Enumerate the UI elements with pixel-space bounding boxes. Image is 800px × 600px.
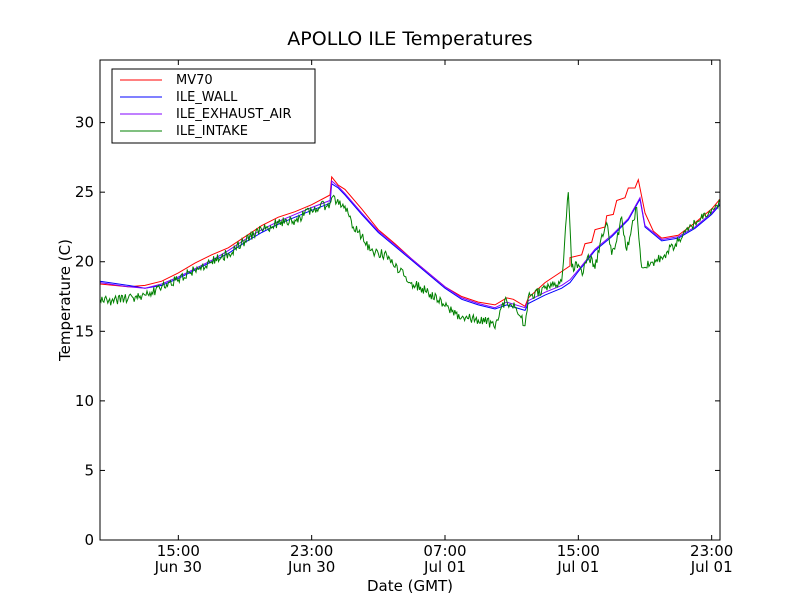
x-tick-time-label: 07:00 — [423, 542, 466, 560]
x-tick-time-label: 15:00 — [557, 542, 600, 560]
series-line-ile-exhaust-air — [100, 179, 720, 309]
x-tick-date-label: Jun 30 — [287, 558, 335, 576]
legend: MV70 ILE_WALL ILE_EXHAUST_AIR ILE_INTAKE — [111, 68, 316, 144]
x-tick-date-label: Jun 30 — [154, 558, 202, 576]
y-axis-label: Temperature (C) — [56, 239, 74, 362]
y-tick-label: 20 — [75, 253, 94, 271]
legend-label: ILE_WALL — [176, 90, 238, 105]
x-tick-time-label: 23:00 — [690, 542, 733, 560]
legend-label: MV70 — [176, 73, 213, 88]
legend-label: ILE_EXHAUST_AIR — [176, 107, 292, 122]
y-axis: 0 5 10 15 20 25 30 — [75, 114, 720, 549]
x-axis-label: Date (GMT) — [367, 577, 453, 595]
x-tick-time-label: 15:00 — [157, 542, 200, 560]
x-tick-date-label: Jul 01 — [556, 558, 599, 576]
x-tick-date-label: Jul 01 — [423, 558, 466, 576]
y-tick-label: 5 — [84, 461, 94, 479]
y-tick-label: 15 — [75, 322, 94, 340]
plot-frame — [99, 59, 721, 541]
y-tick-label: 10 — [75, 392, 94, 410]
y-tick-label: 30 — [75, 114, 94, 132]
legend-label: ILE_INTAKE — [176, 124, 248, 139]
y-tick-label: 0 — [84, 531, 94, 549]
series-layer — [100, 175, 720, 331]
chart-title: APOLLO ILE Temperatures — [287, 28, 532, 50]
x-tick-time-label: 23:00 — [290, 542, 333, 560]
series-line-mv70 — [100, 175, 720, 308]
series-line-ile-intake — [100, 192, 720, 331]
y-tick-label: 25 — [75, 183, 94, 201]
x-tick-date-label: Jul 01 — [690, 558, 733, 576]
